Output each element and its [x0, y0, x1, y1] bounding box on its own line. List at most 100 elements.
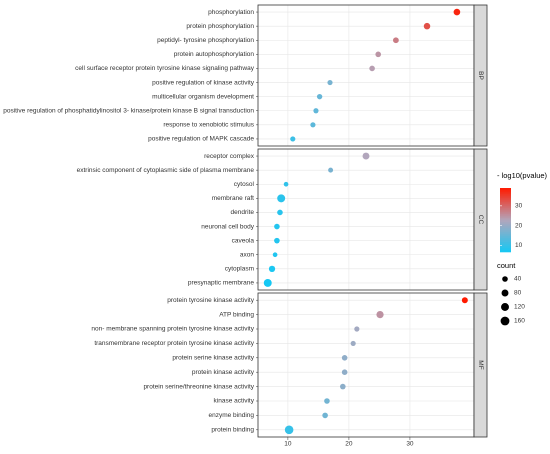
dot	[376, 311, 384, 319]
y-tick-label: response to xenobiotic stimulus	[163, 122, 254, 129]
panel-background	[258, 149, 474, 290]
color-tick-label: 20	[515, 222, 523, 229]
y-tick-label: positive regulation of kinase activity	[152, 79, 255, 86]
color-legend-title: - log10(pvalue)	[497, 171, 548, 180]
color-bar-segment	[500, 224, 511, 227]
y-tick-label: receptor complex	[204, 153, 255, 160]
dot	[350, 340, 356, 346]
dot	[263, 278, 272, 287]
dot	[423, 22, 431, 30]
dot	[393, 37, 399, 44]
y-tick-label: protein autophosphorylation	[174, 51, 255, 58]
size-legend-label: 40	[514, 276, 522, 283]
y-tick-label: positive regulation of MAPK cascade	[148, 136, 254, 143]
y-tick-label: protein phosphorylation	[186, 23, 254, 30]
facet-strip	[473, 4, 488, 147]
color-bar-segment	[500, 216, 511, 219]
color-bar-segment	[500, 250, 511, 253]
dot	[310, 122, 316, 128]
facet-label: MF	[477, 360, 484, 369]
size-legend-dot	[502, 276, 508, 282]
facet-strip	[473, 292, 488, 438]
dot	[461, 297, 468, 304]
y-tick-label: dendrite	[231, 209, 255, 216]
dot	[354, 326, 360, 332]
color-bar-segment	[500, 246, 511, 249]
dot	[268, 265, 276, 273]
color-bar-segment	[500, 236, 511, 239]
color-bar-segment	[500, 208, 511, 211]
color-tick-label: 30	[515, 203, 523, 210]
y-tick-label: kinase activity	[214, 398, 255, 405]
y-tick-label: axon	[240, 251, 254, 258]
y-tick-label: protein kinase activity	[192, 369, 255, 376]
y-tick-label: protein binding	[211, 427, 254, 434]
dot	[340, 383, 346, 390]
size-legend-dot	[501, 289, 509, 297]
color-bar-segment	[500, 222, 511, 225]
facet-strip	[473, 148, 488, 291]
color-bar-segment	[500, 194, 511, 197]
dot	[369, 65, 375, 72]
color-bar-segment	[500, 244, 511, 247]
facet-label: BP	[477, 71, 484, 80]
color-bar-segment	[500, 214, 511, 217]
color-bar-segment	[500, 198, 511, 201]
y-tick-label: neuronal cell body	[201, 223, 255, 230]
facet-label: CC	[477, 215, 484, 225]
color-tick-label: 10	[515, 242, 523, 249]
y-tick-label: extrinsic component of cytoplasmic side …	[77, 167, 255, 174]
color-bar-segment	[500, 226, 511, 229]
size-legend-label: 80	[514, 290, 522, 297]
dot	[272, 252, 278, 258]
dot	[316, 93, 323, 100]
y-tick-label: presynaptic membrane	[188, 280, 254, 287]
color-bar-segment	[500, 192, 511, 195]
dot	[274, 237, 280, 244]
y-tick-label: protein serine kinase activity	[172, 355, 254, 362]
size-legend-label: 120	[514, 304, 525, 311]
color-bar-segment	[500, 238, 511, 241]
dot	[341, 355, 348, 361]
y-tick-label: caveola	[232, 237, 255, 244]
dot	[283, 181, 289, 187]
dot	[284, 425, 294, 435]
dot	[328, 167, 334, 173]
y-tick-label: positive regulation of phosphatidylinosi…	[3, 107, 254, 114]
dot	[375, 51, 382, 58]
y-tick-label: protein tyrosine kinase activity	[167, 297, 254, 304]
x-tick-label: 30	[406, 441, 414, 448]
y-tick-label: cell surface receptor protein tyrosine k…	[75, 65, 255, 72]
size-legend-label: 160	[514, 318, 525, 325]
dot	[362, 152, 370, 160]
y-tick-label: membrane raft	[212, 195, 254, 202]
dot	[322, 412, 328, 419]
color-bar-segment	[500, 230, 511, 233]
panel-background	[258, 5, 474, 146]
dot	[274, 223, 280, 230]
color-bar-segment	[500, 204, 511, 207]
color-bar-segment	[500, 206, 511, 209]
color-bar-segment	[500, 220, 511, 223]
size-legend-dot	[501, 303, 509, 311]
color-bar-segment	[500, 248, 511, 251]
color-bar-segment	[500, 210, 511, 213]
x-tick-label: 20	[345, 441, 353, 448]
y-tick-label: ATP binding	[219, 311, 254, 318]
dot	[313, 108, 319, 114]
dot	[277, 194, 286, 203]
x-tick-label: 10	[284, 441, 292, 448]
dot	[324, 398, 330, 404]
y-tick-label: peptidyl- tyrosine phosphorylation	[157, 37, 254, 44]
color-bar-segment	[500, 190, 511, 193]
dot	[341, 369, 348, 376]
y-tick-label: multicellular organism development	[152, 93, 254, 100]
size-legend-title: count	[497, 261, 516, 270]
panel-background	[258, 293, 474, 437]
dot	[327, 79, 333, 86]
color-bar-segment	[500, 228, 511, 231]
color-bar-segment	[500, 200, 511, 203]
color-bar-segment	[500, 188, 511, 191]
y-tick-label: non- membrane spanning protein tyrosine …	[91, 326, 254, 333]
